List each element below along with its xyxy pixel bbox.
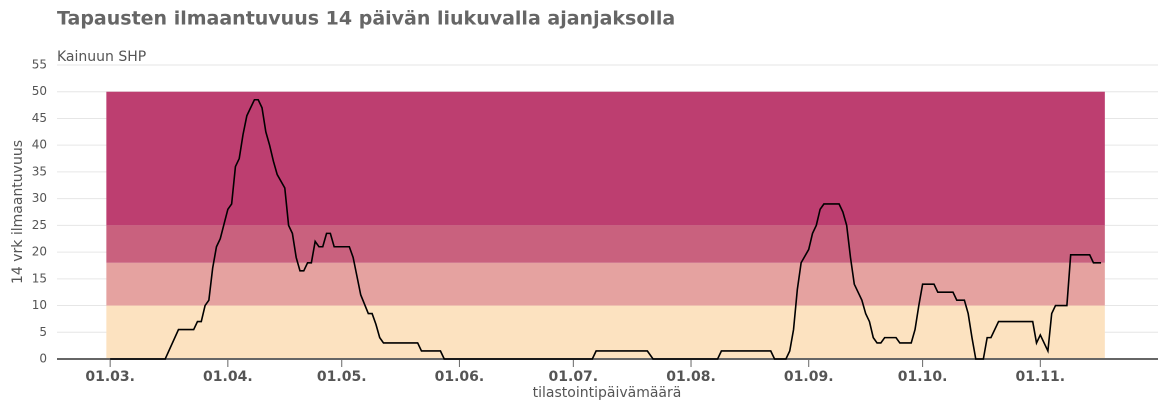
y-tick-label: 55 <box>32 58 47 72</box>
x-tick-label: 01.07. <box>549 369 599 385</box>
x-tick-label: 01.04. <box>203 369 253 385</box>
band <box>106 262 1105 306</box>
x-tick-label: 01.10. <box>898 369 948 385</box>
band <box>106 91 1105 226</box>
x-tick-label: 01.06. <box>435 369 485 385</box>
x-tick-label: 01.05. <box>317 369 367 385</box>
y-tick-label: 25 <box>32 218 47 232</box>
chart-title: Tapausten ilmaantuvuus 14 päivän liukuva… <box>57 8 675 30</box>
chart-subtitle: Kainuun SHP <box>57 49 146 65</box>
x-axis-label: tilastointipäivämäärä <box>533 385 682 401</box>
y-tick-label: 45 <box>32 111 47 125</box>
y-tick-label: 35 <box>32 164 47 178</box>
y-axis-label: 14 vrk ilmaantuvuus <box>10 140 26 284</box>
y-tick-label: 5 <box>39 325 47 339</box>
y-tick-label: 30 <box>32 191 47 205</box>
y-tick-label: 10 <box>32 298 47 312</box>
band <box>106 225 1105 263</box>
x-tick-label: 01.03. <box>85 369 135 385</box>
y-tick-label: 50 <box>32 84 47 98</box>
x-tick-label: 01.09. <box>784 369 834 385</box>
band <box>106 305 1105 359</box>
y-tick-label: 20 <box>32 245 47 259</box>
line <box>110 98 1102 360</box>
y-tick-label: 15 <box>32 271 47 285</box>
y-tick-label: 40 <box>32 138 47 152</box>
y-tick-label: 0 <box>39 352 47 366</box>
x-tick-label: 01.08. <box>666 369 716 385</box>
x-tick-label: 01.11. <box>1016 369 1066 385</box>
